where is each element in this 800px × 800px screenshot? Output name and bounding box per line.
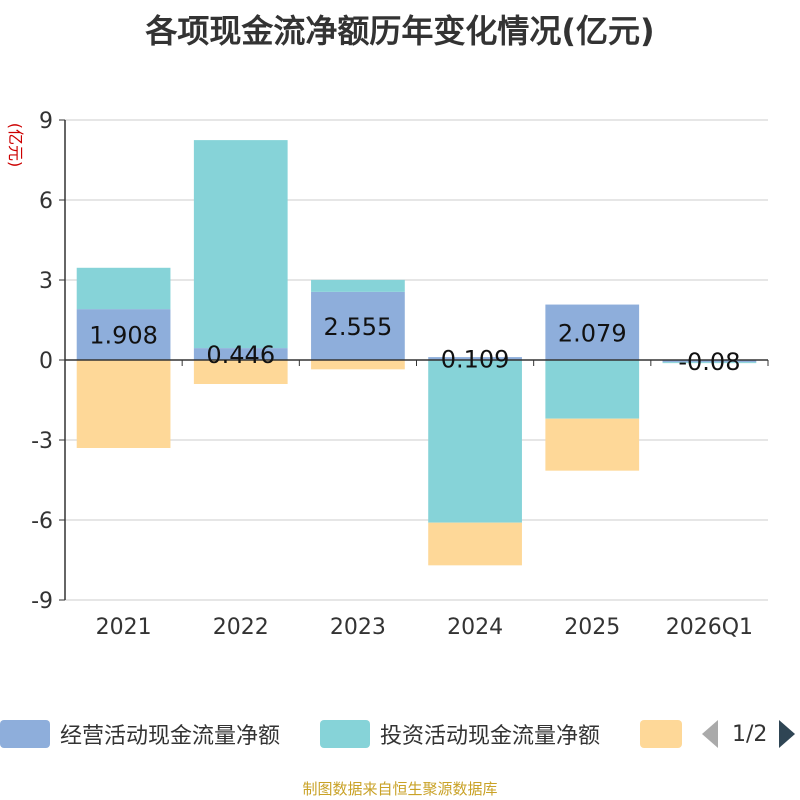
bar-2025-series-1[interactable] <box>545 360 640 419</box>
y-axis-title: (亿元) <box>6 123 25 168</box>
y-tick-label: 0 <box>39 349 53 374</box>
chart-title: 各项现金流净额历年变化情况(亿元) <box>145 12 655 50</box>
legend-swatch-investing <box>320 720 370 748</box>
y-tick-label: -3 <box>31 429 53 454</box>
legend-item-operating[interactable]: 经营活动现金流量净额 <box>0 716 280 752</box>
footer-source: 制图数据来自恒生聚源数据库 <box>302 780 498 798</box>
legend-label-investing: 投资活动现金流量净额 <box>380 724 601 749</box>
bar-2025-series-0[interactable] <box>545 304 640 360</box>
y-tick-label: 6 <box>39 189 53 214</box>
data-label-2024: 0.109 <box>441 346 510 374</box>
bar-2023-series-0[interactable] <box>311 291 405 360</box>
legend: 经营活动现金流量净额 投资活动现金流量净额 1/2 <box>0 716 800 752</box>
legend-pager: 1/2 <box>702 716 796 752</box>
bar-2021-series-0[interactable] <box>76 309 171 360</box>
x-tick-label: 2023 <box>330 615 386 640</box>
legend-item-investing[interactable]: 投资活动现金流量净额 <box>320 716 600 752</box>
pager-prev-icon[interactable] <box>702 720 718 748</box>
x-tick-label: 2024 <box>447 615 503 640</box>
bar-2025-series-2[interactable] <box>545 418 640 471</box>
bar-2024-series-2[interactable] <box>428 522 522 566</box>
x-tick-label: 2026Q1 <box>666 615 753 640</box>
y-tick-label: 9 <box>39 109 53 134</box>
bar-2026Q1-series-1[interactable] <box>662 362 757 364</box>
y-tick-label: -6 <box>31 509 53 534</box>
bar-2022-series-2[interactable] <box>193 360 288 384</box>
bar-2022-series-0[interactable] <box>193 348 288 360</box>
legend-swatch-financing <box>640 720 682 748</box>
data-label-2025: 2.079 <box>558 319 627 347</box>
data-label-2022: 0.446 <box>206 341 275 369</box>
bar-2024-series-0[interactable] <box>428 357 522 360</box>
legend-item-financing[interactable] <box>640 716 692 752</box>
bar-2022-series-1[interactable] <box>193 140 288 349</box>
bar-2023-series-2[interactable] <box>311 360 405 370</box>
bar-2021-series-2[interactable] <box>76 360 171 448</box>
x-tick-label: 2025 <box>564 615 620 640</box>
x-tick-label: 2021 <box>96 615 152 640</box>
legend-label-operating: 经营活动现金流量净额 <box>60 724 281 749</box>
bar-2023-series-1[interactable] <box>311 279 405 292</box>
data-label-2021: 1.908 <box>89 322 158 350</box>
y-tick-label: 3 <box>39 269 53 294</box>
y-tick-label: -9 <box>31 589 53 614</box>
bar-2024-series-1[interactable] <box>428 360 522 523</box>
x-tick-label: 2022 <box>213 615 269 640</box>
pager-next-icon[interactable] <box>779 720 796 748</box>
bar-2026Q1-series-0[interactable] <box>662 360 757 363</box>
pager-text: 1/2 <box>732 721 768 747</box>
data-label-2026Q1: -0.08 <box>678 348 740 376</box>
legend-swatch-operating <box>0 720 50 748</box>
data-label-2023: 2.555 <box>324 313 393 341</box>
bar-2021-series-1[interactable] <box>76 267 171 310</box>
